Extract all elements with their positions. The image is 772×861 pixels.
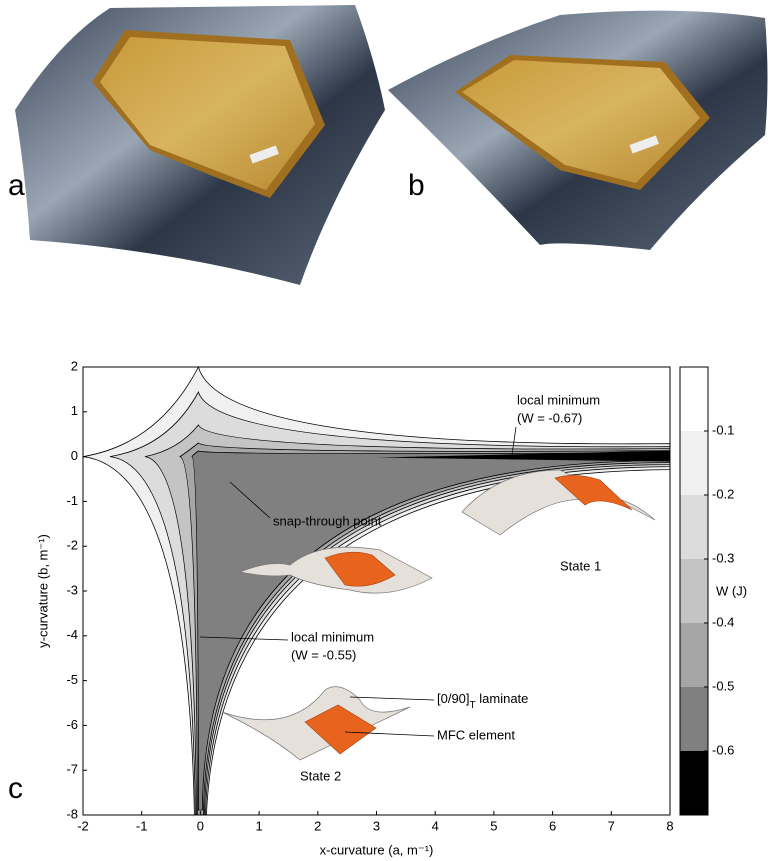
colorbar-band <box>680 559 708 623</box>
y-tick-label: -3 <box>66 582 78 597</box>
x-tick-label: -1 <box>136 818 148 833</box>
leader-line <box>511 426 517 456</box>
photo-b <box>388 10 768 250</box>
colorbar-tick-label: -0.3 <box>712 550 734 565</box>
colorbar-tick-label: -0.6 <box>712 742 734 757</box>
x-tick-label: 8 <box>666 818 673 833</box>
y-tick-label: -4 <box>66 627 78 642</box>
y-tick-label: 1 <box>71 403 78 418</box>
y-tick-label: -2 <box>66 538 78 553</box>
x-tick-label: 1 <box>255 818 262 833</box>
y-tick-label: -8 <box>66 806 78 821</box>
mfc-patch <box>324 551 396 587</box>
colorbar-tick-label: -0.4 <box>712 614 734 629</box>
x-tick-label: 7 <box>608 818 615 833</box>
annotation-part: [0/90] <box>437 691 470 706</box>
y-tick-label: -7 <box>66 762 78 777</box>
y-tick-label: 2 <box>71 358 78 373</box>
annotation: (W = -0.55) <box>291 647 356 662</box>
colorbar-band <box>680 431 708 495</box>
y-tick-label: -6 <box>66 717 78 732</box>
x-axis-label: x-curvature (a, m⁻¹) <box>320 842 434 857</box>
annotation: local minimum <box>517 392 600 407</box>
inset-shapes <box>221 469 656 761</box>
panel-label: b <box>408 169 425 202</box>
colorbar-tick-label: -0.5 <box>712 678 734 693</box>
y-tick-label: 0 <box>71 448 78 463</box>
annotation: State 1 <box>560 558 601 573</box>
colorbar-band <box>680 687 708 751</box>
y-tick-label: -5 <box>66 672 78 687</box>
colorbar-band <box>680 367 708 431</box>
annotation: State 2 <box>300 768 341 783</box>
leader-line <box>229 481 271 519</box>
annotation-part: T <box>470 700 476 711</box>
colorbar-band <box>680 495 708 559</box>
annotation-part: laminate <box>476 691 529 706</box>
colorbar-band <box>680 623 708 687</box>
annotation: MFC element <box>437 727 515 742</box>
annotation: [0/90]T laminate <box>437 691 528 711</box>
annotation: local minimum <box>291 629 374 644</box>
annotation: (W = -0.67) <box>517 410 582 425</box>
colorbar-frame <box>679 366 709 816</box>
x-tick-label: 0 <box>197 818 204 833</box>
x-tick-label: -2 <box>77 818 89 833</box>
colorbar-band <box>680 751 708 815</box>
y-tick-label: -1 <box>66 493 78 508</box>
contour-region <box>191 450 671 811</box>
contour-region <box>376 450 670 462</box>
colorbar-label: W (J) <box>716 583 747 598</box>
x-tick-label: 3 <box>373 818 380 833</box>
leader-line <box>199 636 289 641</box>
leader-line <box>349 696 435 701</box>
panel-label: c <box>8 772 23 805</box>
x-tick-label: 5 <box>490 818 497 833</box>
y-axis-label: y-curvature (b, m⁻¹) <box>35 534 50 648</box>
mfc-patch <box>304 704 377 755</box>
colorbar-tick-label: -0.1 <box>712 422 734 437</box>
x-tick-label: 6 <box>549 818 556 833</box>
photo-a <box>15 5 385 285</box>
x-tick-label: 2 <box>314 818 321 833</box>
mfc-patch <box>554 475 633 511</box>
annotation: snap-through point <box>273 513 382 528</box>
leader-line <box>344 731 435 737</box>
x-tick-label: 4 <box>432 818 439 833</box>
panel-label: a <box>8 169 25 202</box>
colorbar-tick-label: -0.2 <box>712 486 734 501</box>
